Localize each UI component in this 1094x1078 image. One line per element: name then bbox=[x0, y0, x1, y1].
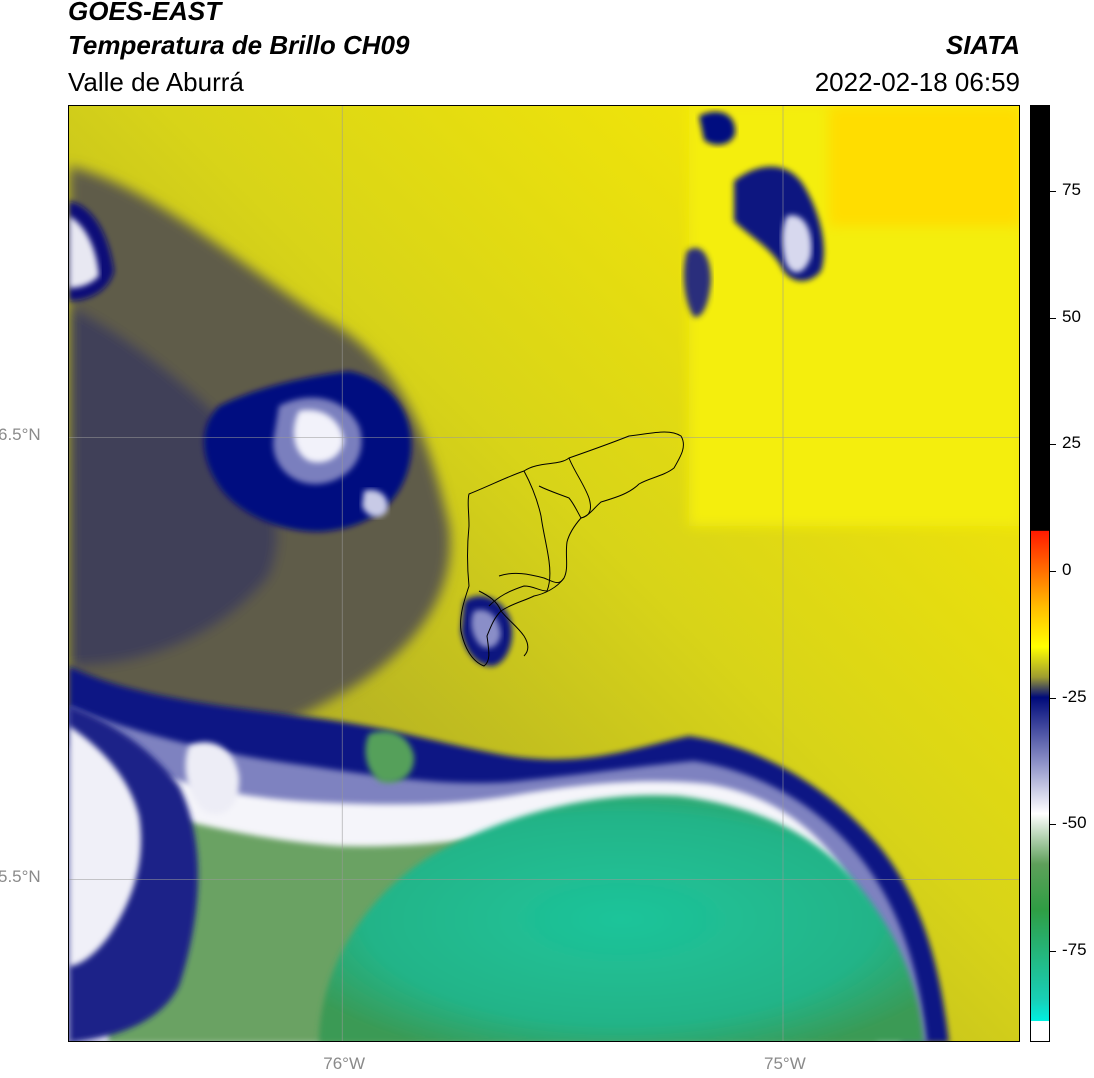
colorbar-tick-label: 50 bbox=[1062, 306, 1081, 326]
colorbar-tick-label: 0 bbox=[1062, 559, 1072, 579]
colorbar-tick bbox=[1050, 317, 1056, 319]
satellite-title: GOES-EAST bbox=[68, 0, 222, 26]
agency-label: SIATA bbox=[945, 30, 1020, 60]
lon-label-76w: 76°W bbox=[323, 1054, 366, 1073]
graticule bbox=[69, 106, 1019, 1041]
map-canvas bbox=[69, 106, 1019, 1041]
valley-cell bbox=[461, 596, 513, 667]
datetime-label: 2022-02-18 06:59 bbox=[814, 67, 1020, 97]
brightness-temperature-map bbox=[68, 105, 1020, 1042]
colorbar-tick bbox=[1050, 444, 1056, 446]
colorbar-tick-label: 75 bbox=[1062, 180, 1081, 200]
lat-label-5-5n: 5.5°N bbox=[0, 867, 41, 887]
colorbar-tick bbox=[1050, 824, 1056, 826]
ne-cells bbox=[683, 111, 824, 317]
region-subtitle: Valle de Aburrá bbox=[68, 67, 244, 97]
west-convective-cell bbox=[204, 371, 412, 532]
colorbar-tick bbox=[1050, 570, 1056, 572]
colorbar-tick-label: 25 bbox=[1062, 433, 1081, 453]
nw-cloud bbox=[69, 201, 114, 301]
lon-label-75w: 75°W bbox=[764, 1054, 806, 1073]
colorbar-tick bbox=[1050, 950, 1056, 952]
southern-warm-region bbox=[319, 795, 924, 1041]
orange-corner bbox=[829, 106, 1019, 226]
aburra-valley-boundaries bbox=[460, 431, 684, 667]
temperature-colorbar bbox=[1030, 105, 1050, 1042]
lat-label-6-5n: 6.5°N bbox=[0, 425, 41, 445]
colorbar-tick bbox=[1050, 697, 1056, 699]
colorbar-tick-label: -50 bbox=[1062, 813, 1087, 833]
colorbar-tick-label: -75 bbox=[1062, 939, 1087, 959]
west-column-cloud bbox=[69, 706, 415, 1041]
colorbar-tick-label: -25 bbox=[1062, 686, 1087, 706]
product-title: Temperatura de Brillo CH09 bbox=[68, 30, 410, 60]
colorbar-tick bbox=[1050, 191, 1056, 193]
